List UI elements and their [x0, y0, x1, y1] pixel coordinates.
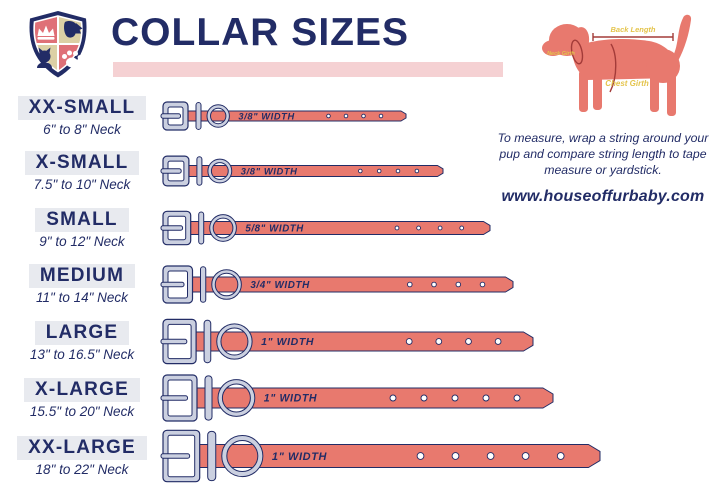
- size-name: X-SMALL: [24, 150, 140, 175]
- dog-silhouette: [542, 14, 692, 116]
- collar-illustration: 3/4" WIDTH: [160, 262, 520, 307]
- size-row-xx-large: XX-LARGE 18" to 22" Neck 1" WIDTH: [6, 427, 607, 485]
- measuring-instructions-block: To measure, wrap a string around your pu…: [486, 130, 720, 207]
- dog-measurement-diagram: Back Length Neck Girth Chest Girth: [542, 14, 692, 116]
- neck-girth-label: Neck Girth: [547, 51, 575, 57]
- cat-icon: [37, 47, 52, 68]
- size-row-x-small: X-SMALL 7.5" to 10" Neck 3/8" WIDTH: [6, 142, 450, 200]
- svg-text:3/8" WIDTH: 3/8" WIDTH: [241, 165, 298, 176]
- back-length-label: Back Length: [610, 25, 655, 34]
- size-name: SMALL: [35, 207, 129, 232]
- size-neck-range: 13" to 16.5" Neck: [29, 346, 135, 362]
- svg-text:1" WIDTH: 1" WIDTH: [261, 336, 314, 348]
- page-title: COLLAR SIZES: [111, 11, 410, 54]
- size-neck-range: 7.5" to 10" Neck: [33, 176, 131, 192]
- paw-print-icon: [62, 50, 83, 68]
- dog-head-icon: [64, 21, 83, 38]
- size-name: XX-LARGE: [17, 435, 147, 460]
- svg-text:3/4" WIDTH: 3/4" WIDTH: [250, 279, 310, 290]
- size-neck-range: 18" to 22" Neck: [35, 461, 129, 477]
- size-neck-range: 9" to 12" Neck: [39, 233, 125, 249]
- measuring-instructions: To measure, wrap a string around your pu…: [497, 131, 709, 178]
- website-url: www.houseoffurbaby.com: [501, 187, 705, 205]
- size-row-x-large: X-LARGE 15.5" to 20" Neck 1" WIDTH: [6, 369, 560, 427]
- collar-illustration: 3/8" WIDTH: [160, 152, 450, 190]
- svg-text:5/8" WIDTH: 5/8" WIDTH: [245, 223, 304, 234]
- chest-girth-label: Chest Girth: [605, 79, 649, 88]
- size-row-xx-small: XX-SMALL 6" to 8" Neck 3/8" WIDTH: [6, 87, 413, 145]
- title-underline-bar: [113, 62, 503, 77]
- size-neck-range: 6" to 8" Neck: [43, 121, 121, 137]
- size-name: XX-SMALL: [17, 95, 147, 120]
- size-neck-range: 15.5" to 20" Neck: [29, 403, 135, 419]
- size-name: MEDIUM: [28, 263, 136, 288]
- measurement-lines: [570, 33, 674, 93]
- svg-text:1" WIDTH: 1" WIDTH: [264, 393, 317, 405]
- collar-illustration: 1" WIDTH: [160, 315, 540, 368]
- size-name: X-LARGE: [24, 377, 140, 402]
- collar-illustration: 3/8" WIDTH: [160, 98, 413, 134]
- collar-illustration: 1" WIDTH: [160, 371, 560, 425]
- crown-icon: [37, 25, 55, 40]
- size-neck-range: 11" to 14" Neck: [36, 289, 128, 305]
- size-row-large: LARGE 13" to 16.5" Neck 1" WIDTH: [6, 312, 540, 370]
- size-row-small: SMALL 9" to 12" Neck 5/8" WIDTH: [6, 199, 497, 257]
- svg-text:3/8" WIDTH: 3/8" WIDTH: [238, 111, 294, 121]
- brand-shield-logo: [29, 11, 87, 78]
- collar-illustration: 1" WIDTH: [160, 426, 607, 486]
- svg-text:1" WIDTH: 1" WIDTH: [272, 451, 328, 463]
- collar-illustration: 5/8" WIDTH: [160, 207, 497, 249]
- size-row-medium: MEDIUM 11" to 14" Neck 3/4" WIDTH: [6, 255, 520, 313]
- size-name: LARGE: [34, 320, 130, 345]
